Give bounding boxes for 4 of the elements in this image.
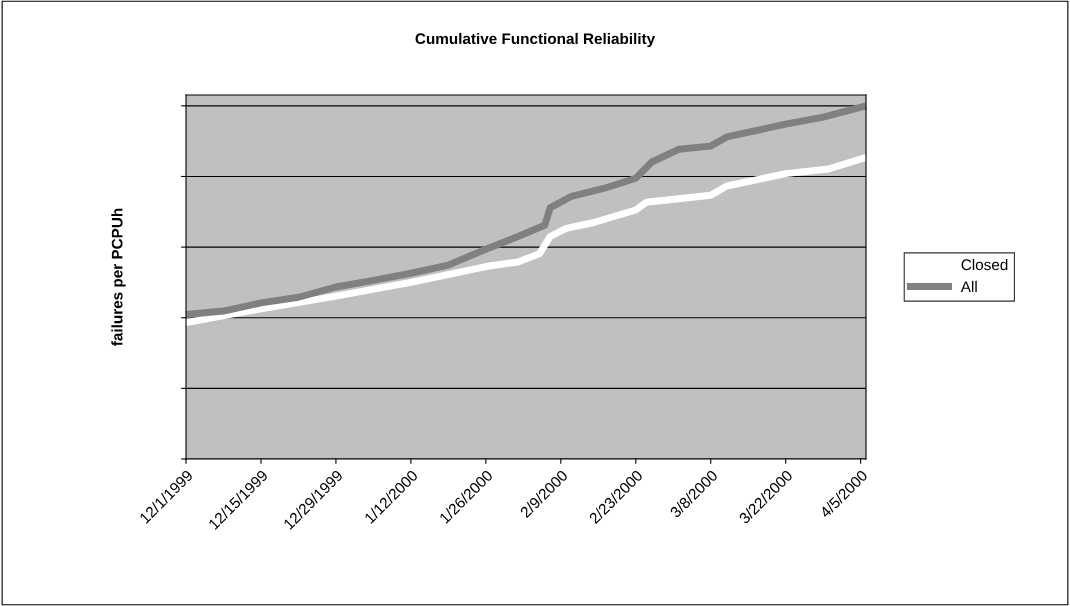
text: Closed — [961, 258, 1008, 271]
y-axis-title: failures per PCPUh — [111, 208, 126, 346]
chart-title: Cumulative Functional Reliability — [415, 32, 656, 48]
legend-label: All — [960, 280, 977, 292]
